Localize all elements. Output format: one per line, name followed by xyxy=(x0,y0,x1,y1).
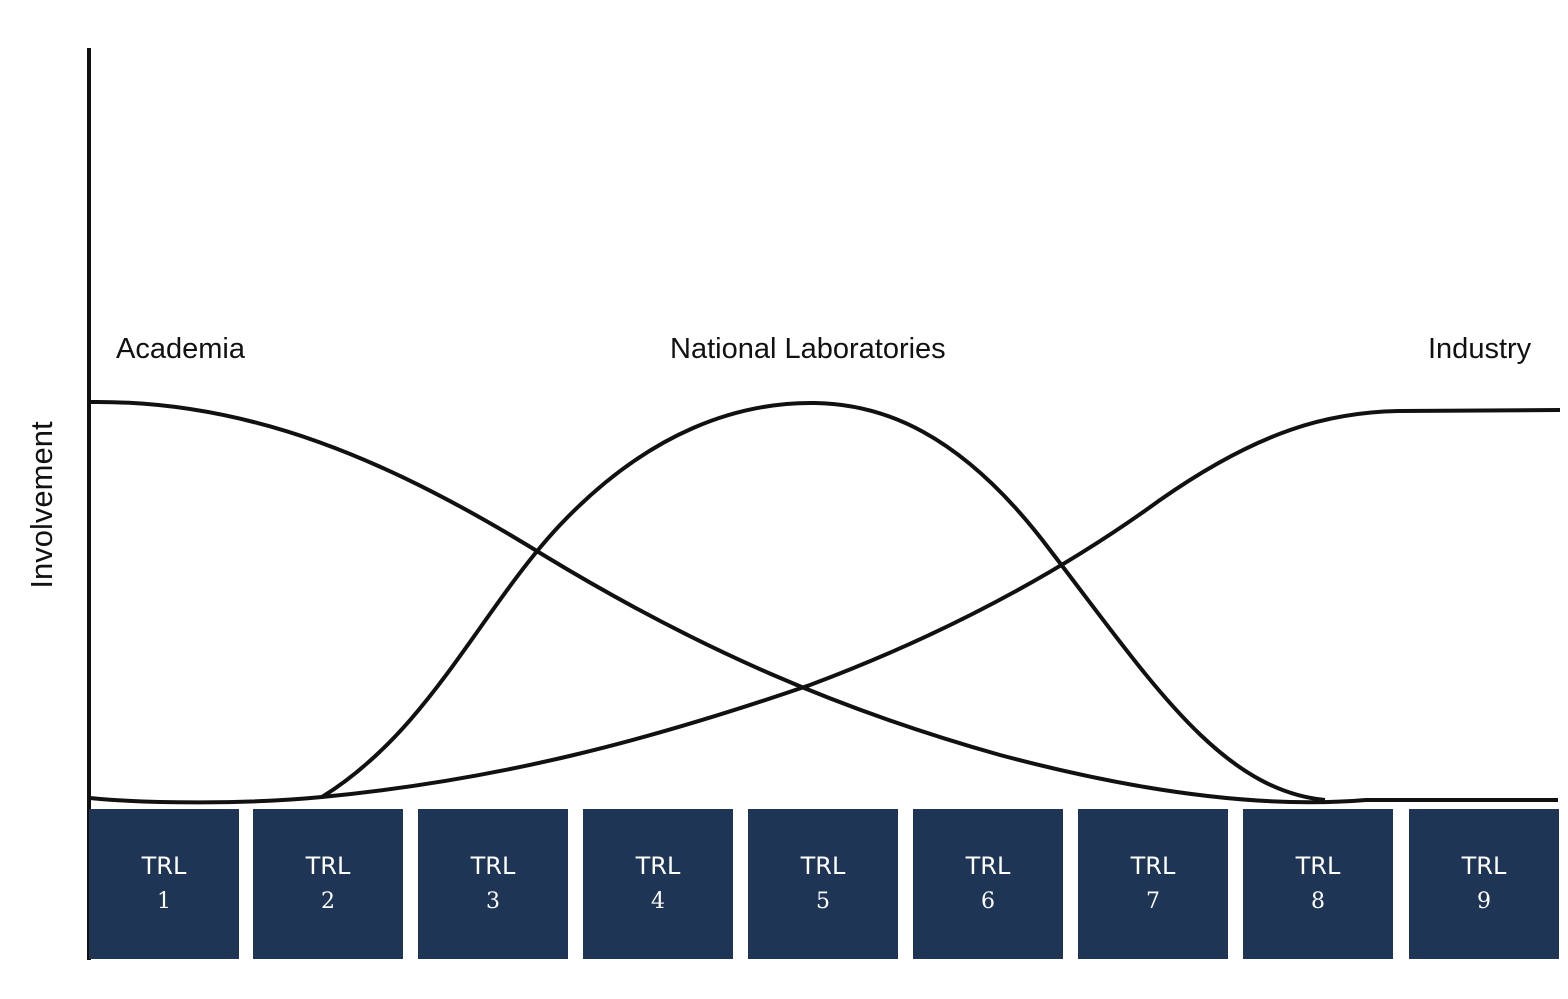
trl-box-label: TRL xyxy=(305,852,351,880)
trl-box-number: 5 xyxy=(816,889,830,914)
trl-box-9: TRL 9 xyxy=(1409,809,1559,959)
national-labs-label: National Laboratories xyxy=(670,333,946,365)
trl-box-label: TRL xyxy=(141,852,187,880)
trl-box-number: 9 xyxy=(1477,889,1491,914)
trl-box-label: TRL xyxy=(1130,852,1176,880)
y-axis-label: Involvement xyxy=(24,421,59,589)
trl-box-1: TRL 1 xyxy=(89,809,239,959)
trl-box-4: TRL 4 xyxy=(583,809,733,959)
trl-box-label: TRL xyxy=(470,852,516,880)
national-labs-curve xyxy=(89,400,1326,805)
trl-box-number: 6 xyxy=(981,889,995,914)
trl-box-label: TRL xyxy=(800,852,846,880)
trl-box-number: 8 xyxy=(1311,889,1325,914)
academia-label: Academia xyxy=(116,333,245,365)
trl-box-5: TRL 5 xyxy=(748,809,898,959)
trl-box-label: TRL xyxy=(1295,852,1341,880)
trl-box-number: 3 xyxy=(486,889,500,914)
trl-box-8: TRL 8 xyxy=(1243,809,1393,959)
trl-box-2: TRL 2 xyxy=(253,809,403,959)
industry-curve xyxy=(321,408,1561,799)
trl-box-label: TRL xyxy=(635,852,681,880)
trl-box-3: TRL 3 xyxy=(418,809,568,959)
trl-box-7: TRL 7 xyxy=(1078,809,1228,959)
trl-box-number: 1 xyxy=(157,889,171,914)
trl-box-6: TRL 6 xyxy=(913,809,1063,959)
academia-curve xyxy=(89,399,1558,805)
trl-box-number: 2 xyxy=(321,889,335,914)
trl-box-label: TRL xyxy=(1461,852,1507,880)
trl-box-number: 7 xyxy=(1146,889,1160,914)
trl-box-label: TRL xyxy=(965,852,1011,880)
trl-box-number: 4 xyxy=(651,889,665,914)
industry-label: Industry xyxy=(1428,333,1532,365)
